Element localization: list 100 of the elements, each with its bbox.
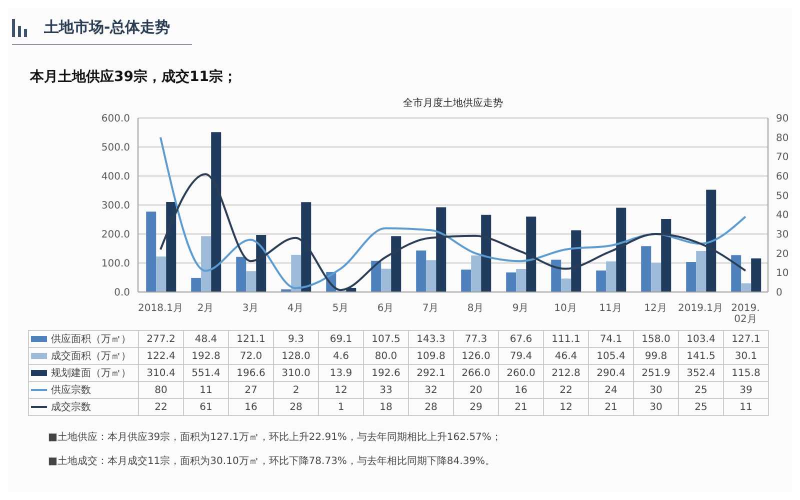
data-label: 11 (184, 382, 228, 398)
bar (696, 250, 706, 292)
data-label: 292.1 (408, 364, 454, 382)
bar (461, 270, 472, 292)
y2-tick-label: 50 (776, 190, 789, 202)
data-label: 310.4 (138, 364, 184, 382)
bar (506, 272, 516, 292)
data-label: 30.1 (724, 348, 768, 364)
bar (291, 254, 302, 292)
x-tick-label: 8月 (467, 303, 484, 314)
x-tick-label: 2018.1月 (138, 303, 183, 314)
y-tick-label: 200.0 (101, 230, 130, 241)
x-tick-label: 4月 (287, 303, 304, 314)
data-label: 103.4 (678, 330, 724, 348)
legend-label: 规划建面（万㎡） (51, 368, 131, 379)
data-label: 28 (408, 398, 454, 416)
data-label: 22 (544, 382, 588, 398)
bar (471, 255, 482, 292)
bar (551, 260, 562, 292)
data-label: 109.8 (408, 348, 454, 364)
data-label: 352.4 (678, 364, 724, 382)
bar (606, 261, 616, 292)
data-label: 141.5 (678, 348, 724, 364)
data-label: 107.5 (364, 330, 408, 348)
data-label: 128.0 (274, 348, 318, 364)
x-tick-label: 3月 (242, 303, 259, 314)
y-tick-label: 600.0 (101, 114, 130, 125)
data-label: 48.4 (184, 330, 228, 348)
data-label: 192.8 (184, 348, 228, 364)
bar (561, 278, 572, 292)
data-label: 2 (274, 382, 318, 398)
x-tick-label: 2月 (197, 303, 214, 314)
data-label: 4.6 (318, 348, 364, 364)
data-label: 28 (274, 398, 318, 416)
data-label: 11 (724, 398, 768, 416)
data-label: 61 (184, 398, 228, 416)
data-label: 9.3 (274, 330, 318, 348)
data-label: 260.0 (498, 364, 544, 382)
data-label: 126.0 (454, 348, 498, 364)
x-tick-label: 11月 (599, 303, 622, 314)
x-tick-label: 12月 (644, 303, 667, 314)
y-tick-label: 0.0 (114, 288, 130, 299)
x-tick-label: 10月 (554, 303, 577, 314)
legend-label: 供应宗数 (51, 385, 91, 396)
data-label: 22 (138, 398, 184, 416)
data-label: 39 (724, 382, 768, 398)
y2-tick-label: 60 (776, 172, 789, 183)
y2-tick-label: 80 (776, 132, 789, 144)
chart-subtitle: 本月土地供应39宗，成交11宗； (30, 68, 237, 86)
data-label: 74.1 (588, 330, 634, 348)
y-tick-label: 300.0 (101, 200, 130, 212)
data-label: 310.0 (274, 364, 318, 382)
data-label: 290.4 (588, 364, 634, 382)
bar (146, 212, 156, 292)
data-label: 212.8 (544, 364, 588, 382)
data-label: 69.1 (318, 330, 364, 348)
bar (201, 236, 212, 292)
data-label: 277.2 (138, 330, 184, 348)
y-tick-label: 100.0 (101, 258, 130, 270)
x-tick-label: 5月 (332, 303, 349, 314)
data-label: 158.0 (634, 330, 678, 348)
data-label: 33 (364, 382, 408, 398)
chart-title: 全市月度土地供应走势 (402, 96, 504, 110)
data-label: 29 (454, 398, 498, 416)
data-label: 122.4 (138, 348, 184, 364)
x-tick-label: 2019.02月 (731, 303, 760, 325)
data-label: 20 (454, 382, 498, 398)
data-label: 192.6 (364, 364, 408, 382)
bar (246, 271, 256, 292)
data-label: 77.3 (454, 330, 498, 348)
data-label: 251.9 (634, 364, 678, 382)
bar (741, 283, 752, 292)
y2-tick-label: 40 (776, 210, 789, 222)
x-tick-label: 9月 (512, 303, 529, 314)
data-label: 16 (228, 398, 274, 416)
bar (416, 250, 426, 292)
legend-label: 供应面积（万㎡） (51, 334, 131, 345)
data-label: 21 (498, 398, 544, 416)
data-label: 551.4 (184, 364, 228, 382)
data-label: 99.8 (634, 348, 678, 364)
bar (156, 256, 166, 292)
data-label: 18 (364, 398, 408, 416)
text: ■土地供应：本月供应39宗，面积为127.1万㎡，环比上升22.91%，与去年同期相比上升162.57%； (48, 430, 502, 444)
bar (596, 270, 606, 292)
bar (731, 255, 742, 292)
y2-tick-label: 0 (776, 288, 782, 299)
data-label: 21 (588, 398, 634, 416)
data-label: 46.4 (544, 348, 588, 364)
data-label: 67.6 (498, 330, 544, 348)
x-tick-label: 6月 (377, 303, 394, 314)
bar (191, 278, 202, 292)
data-label: 25 (678, 382, 724, 398)
data-label: 115.8 (724, 364, 768, 382)
bar (751, 258, 762, 292)
data-label: 32 (408, 382, 454, 398)
y2-tick-label: 70 (776, 152, 789, 164)
bar (236, 256, 246, 292)
x-tick-label: 7月 (422, 303, 439, 314)
y2-tick-label: 90 (776, 114, 789, 125)
y-tick-label: 400.0 (101, 172, 130, 183)
